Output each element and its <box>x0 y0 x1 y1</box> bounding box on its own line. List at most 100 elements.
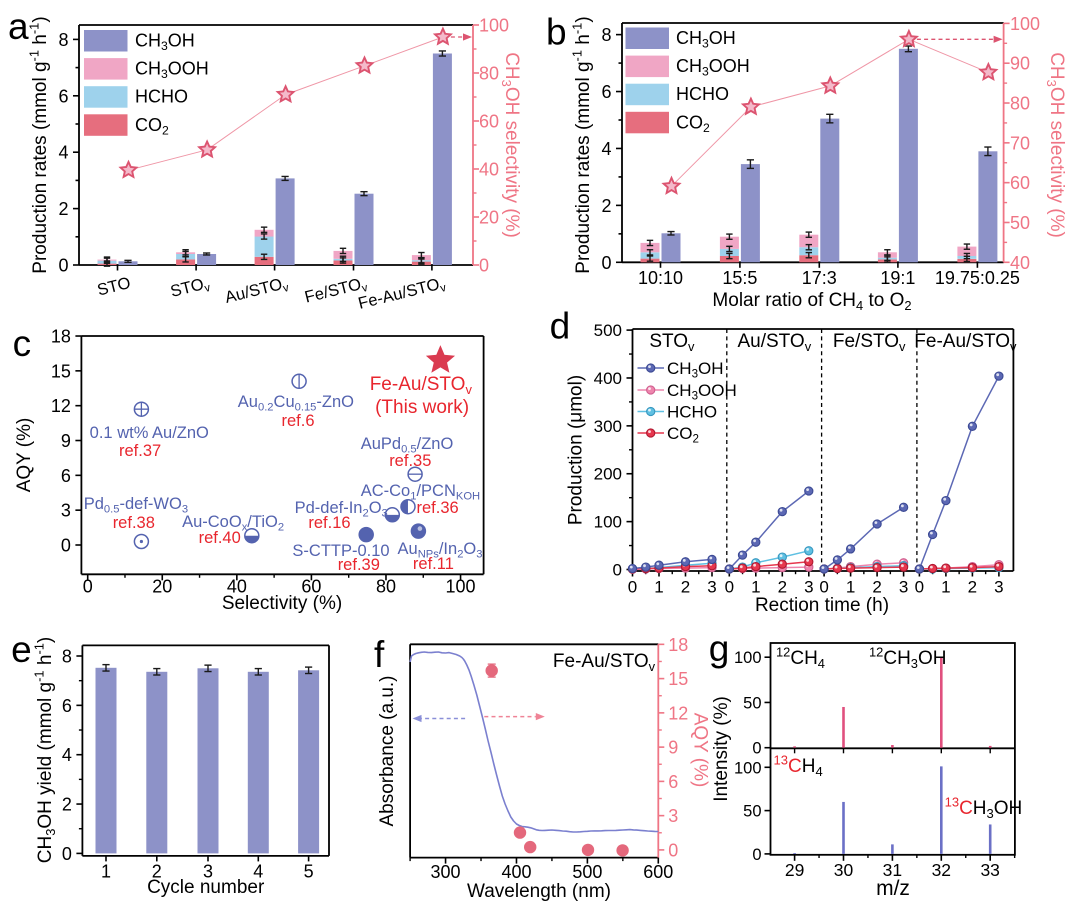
svg-text:0: 0 <box>752 740 761 758</box>
svg-text:ref.40: ref.40 <box>199 529 241 547</box>
svg-text:20: 20 <box>152 576 172 596</box>
svg-text:3: 3 <box>707 578 716 597</box>
svg-text:5: 5 <box>304 861 314 881</box>
svg-text:200: 200 <box>594 465 622 484</box>
svg-text:c: c <box>13 323 32 364</box>
svg-text:2: 2 <box>872 578 881 597</box>
svg-text:19:1: 19:1 <box>880 268 915 288</box>
svg-text:f: f <box>374 634 385 675</box>
svg-text:HCHO: HCHO <box>667 403 717 422</box>
svg-text:CH3​OOH: CH3​OOH <box>667 381 737 402</box>
svg-text:0: 0 <box>61 536 71 556</box>
svg-text:6: 6 <box>61 466 71 486</box>
svg-text:1: 1 <box>941 578 950 597</box>
svg-text:3: 3 <box>899 578 908 597</box>
svg-text:AuNPs​/In2​O3​: AuNPs​/In2​O3​ <box>398 540 483 560</box>
svg-text:31: 31 <box>883 860 902 880</box>
svg-text:(This work): (This work) <box>375 397 469 418</box>
svg-text:8: 8 <box>601 25 611 45</box>
svg-text:CO2​: CO2​ <box>135 115 169 138</box>
svg-text:CH3​OOH: CH3​OOH <box>676 56 750 79</box>
svg-text:Absorbance (a.u.): Absorbance (a.u.) <box>377 675 398 826</box>
svg-text:2: 2 <box>968 578 977 597</box>
svg-text:40: 40 <box>227 576 247 596</box>
svg-text:500: 500 <box>594 321 622 340</box>
svg-text:ref.16: ref.16 <box>308 514 350 532</box>
svg-text:500: 500 <box>572 862 602 882</box>
svg-text:3: 3 <box>61 501 71 521</box>
svg-text:HCHO: HCHO <box>135 87 188 107</box>
svg-text:90: 90 <box>1010 54 1030 74</box>
svg-text:AC-Co1​/PCNKOH​: AC-Co1​/PCNKOH​ <box>361 482 480 502</box>
svg-text:3: 3 <box>804 578 813 597</box>
svg-text:300: 300 <box>594 417 622 436</box>
svg-text:12: 12 <box>668 703 688 723</box>
svg-text:0: 0 <box>668 840 678 860</box>
svg-text:13CH4: 13CH4 <box>774 752 823 778</box>
svg-text:Fe-Au/STOv​: Fe-Au/STOv​ <box>370 374 473 397</box>
svg-text:18: 18 <box>668 635 688 655</box>
svg-text:Cycle number: Cycle number <box>147 877 265 898</box>
svg-text:HCHO: HCHO <box>676 84 729 104</box>
svg-text:ref.36: ref.36 <box>416 499 458 517</box>
svg-text:CH3​OH selectivity (%): CH3​OH selectivity (%) <box>1044 52 1067 238</box>
svg-text:Wavelength (nm): Wavelength (nm) <box>467 881 611 902</box>
svg-text:2: 2 <box>601 196 611 216</box>
svg-text:0: 0 <box>601 253 611 273</box>
svg-text:CO2​: CO2​ <box>667 424 699 445</box>
svg-text:d: d <box>550 306 571 347</box>
svg-text:e: e <box>11 629 32 670</box>
svg-text:Au0.2​Cu0.15​-ZnO: Au0.2​Cu0.15​-ZnO <box>238 393 354 413</box>
svg-text:CO2​: CO2​ <box>676 112 710 135</box>
svg-text:4: 4 <box>253 861 263 881</box>
svg-text:15: 15 <box>51 361 71 381</box>
svg-text:60: 60 <box>479 112 499 132</box>
svg-text:0.1 wt% Au/ZnO: 0.1 wt% Au/ZnO <box>90 424 209 442</box>
svg-text:12​CH4​: 12​CH4​ <box>776 644 825 670</box>
svg-text:CH3​OOH: CH3​OOH <box>135 59 209 82</box>
svg-text:17:3: 17:3 <box>802 268 837 288</box>
svg-text:Pd-def-In2​O3​: Pd-def-In2​O3​ <box>295 499 388 519</box>
svg-text:0: 0 <box>915 578 924 597</box>
svg-text:80: 80 <box>376 576 396 596</box>
svg-text:3: 3 <box>668 806 678 826</box>
svg-text:CH3​OH yield (mmol g-1​ h-1​): CH3​OH yield (mmol g-1​ h-1​) <box>31 637 57 864</box>
svg-text:600: 600 <box>643 862 673 882</box>
svg-text:Production (μmol): Production (μmol) <box>566 375 587 525</box>
svg-text:0: 0 <box>58 256 68 276</box>
svg-text:0: 0 <box>613 561 622 580</box>
svg-text:Au/STOv​: Au/STOv​ <box>223 274 290 309</box>
svg-text:CH3​OH: CH3​OH <box>667 359 724 380</box>
svg-text:0: 0 <box>628 578 637 597</box>
svg-text:8: 8 <box>58 30 68 50</box>
svg-text:Fe-Au/STOv​: Fe-Au/STOv​ <box>553 651 656 674</box>
svg-text:4: 4 <box>58 143 68 163</box>
svg-text:AuPd0.5​/ZnO: AuPd0.5​/ZnO <box>361 435 454 455</box>
svg-text:100: 100 <box>446 576 476 596</box>
svg-text:Rection time (h): Rection time (h) <box>755 595 889 616</box>
svg-text:100: 100 <box>734 649 762 667</box>
svg-text:15:5: 15:5 <box>722 268 757 288</box>
svg-text:Selectivity (%): Selectivity (%) <box>222 593 342 614</box>
svg-text:100: 100 <box>594 513 622 532</box>
svg-text:STO: STO <box>95 274 132 300</box>
svg-text:Fe-Au/STOv​: Fe-Au/STOv​ <box>356 274 447 315</box>
svg-text:Fe/STOv​: Fe/STOv​ <box>833 331 906 354</box>
svg-text:4: 4 <box>62 745 72 765</box>
svg-text:40: 40 <box>479 160 499 180</box>
svg-text:400: 400 <box>594 369 622 388</box>
svg-text:CH3​OH selectivity (%): CH3​OH selectivity (%) <box>499 52 522 238</box>
svg-text:AQY (%): AQY (%) <box>689 713 710 788</box>
svg-text:1: 1 <box>846 578 855 597</box>
svg-text:CH3​OH: CH3​OH <box>676 28 736 51</box>
svg-text:13CH3OH: 13CH3OH <box>945 794 1023 820</box>
svg-text:Pd0.5​-def-WO3​: Pd0.5​-def-WO3​ <box>84 495 188 515</box>
svg-text:CH3​OH: CH3​OH <box>135 31 195 54</box>
svg-text:80: 80 <box>479 64 499 84</box>
svg-text:400: 400 <box>501 862 531 882</box>
svg-text:60: 60 <box>1010 173 1030 193</box>
svg-text:40: 40 <box>1010 253 1030 273</box>
svg-text:50: 50 <box>743 694 761 712</box>
svg-text:1: 1 <box>101 861 111 881</box>
svg-text:30: 30 <box>834 860 854 880</box>
